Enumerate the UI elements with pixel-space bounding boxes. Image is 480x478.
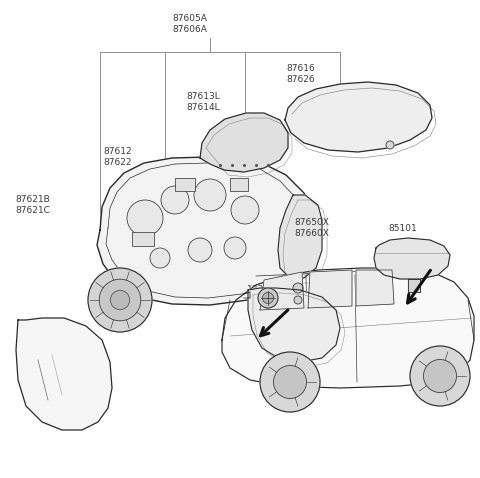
Polygon shape: [222, 268, 474, 388]
Circle shape: [423, 359, 456, 392]
Circle shape: [410, 346, 470, 406]
Polygon shape: [278, 195, 322, 278]
Polygon shape: [97, 157, 313, 305]
Circle shape: [231, 196, 259, 224]
Text: 87650X
87660X: 87650X 87660X: [294, 218, 329, 239]
Text: 87616
87626: 87616 87626: [286, 64, 315, 85]
FancyBboxPatch shape: [132, 232, 154, 246]
Polygon shape: [248, 288, 340, 362]
Polygon shape: [374, 238, 450, 279]
Circle shape: [293, 283, 303, 293]
Text: 87613L
87614L: 87613L 87614L: [186, 92, 220, 112]
Circle shape: [99, 279, 141, 321]
Polygon shape: [16, 318, 112, 430]
FancyBboxPatch shape: [230, 178, 248, 191]
Circle shape: [258, 288, 278, 308]
Circle shape: [188, 238, 212, 262]
Circle shape: [127, 200, 163, 236]
FancyBboxPatch shape: [175, 178, 195, 191]
Polygon shape: [260, 272, 304, 310]
Polygon shape: [356, 270, 394, 306]
Text: 85101: 85101: [388, 224, 417, 233]
Circle shape: [294, 296, 302, 304]
Text: 87621B
87621C: 87621B 87621C: [15, 195, 50, 216]
Polygon shape: [308, 270, 352, 308]
Text: 87605A
87606A: 87605A 87606A: [172, 14, 207, 34]
Polygon shape: [285, 82, 432, 152]
Circle shape: [88, 268, 152, 332]
Polygon shape: [200, 113, 288, 172]
Text: 1339CC: 1339CC: [247, 285, 283, 294]
Circle shape: [224, 237, 246, 259]
Circle shape: [274, 366, 307, 399]
Polygon shape: [408, 279, 420, 292]
Circle shape: [260, 352, 320, 412]
Circle shape: [110, 291, 130, 310]
Circle shape: [150, 248, 170, 268]
Circle shape: [194, 179, 226, 211]
Text: 87612
87622: 87612 87622: [103, 147, 132, 167]
Circle shape: [263, 293, 274, 304]
Circle shape: [386, 141, 394, 149]
Circle shape: [161, 186, 189, 214]
